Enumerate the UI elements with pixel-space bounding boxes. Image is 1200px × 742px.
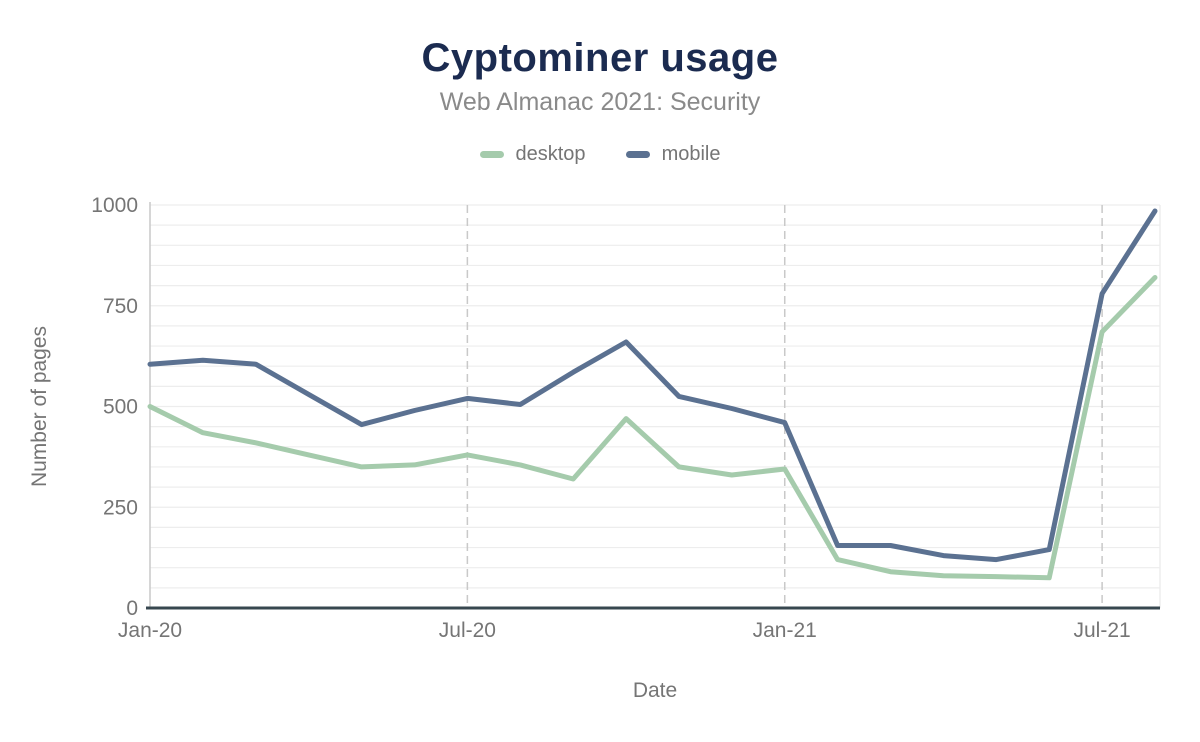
x-tick-label: Jul-21 [1074,619,1131,642]
chart-legend: desktop mobile [0,143,1200,166]
x-axis-tick-labels: Jan-20 Jul-20 Jan-21 Jul-21 [118,619,1131,642]
legend-item-desktop[interactable]: desktop [479,143,586,166]
y-tick-label: 250 [103,496,138,519]
chart-title: Cyptominer usage [421,36,779,80]
series-line-desktop [147,275,1158,581]
vertical-dashed-gridlines [466,205,1103,608]
x-tick-label: Jul-20 [439,619,496,642]
chart-subtitle: Web Almanac 2021: Security [439,88,761,116]
series-line-mobile [147,208,1158,563]
x-tick-label: Jan-21 [753,619,817,642]
y-axis-tick-labels: 0 250 500 750 1000 [91,194,138,620]
x-axis-title: Date [633,679,677,702]
legend-label: desktop [515,143,586,165]
y-tick-label: 0 [126,597,138,620]
legend-swatch-desktop [479,151,504,158]
x-tick-label: Jan-20 [118,619,182,642]
y-tick-label: 1000 [91,194,138,217]
legend-item-mobile[interactable]: mobile [625,143,721,166]
horizontal-gridlines [150,204,1160,589]
legend-swatch-mobile [625,151,650,158]
y-tick-label: 500 [103,396,138,419]
y-tick-label: 750 [103,295,138,318]
legend-label: mobile [661,143,721,165]
y-axis-title: Number of pages [28,326,51,487]
